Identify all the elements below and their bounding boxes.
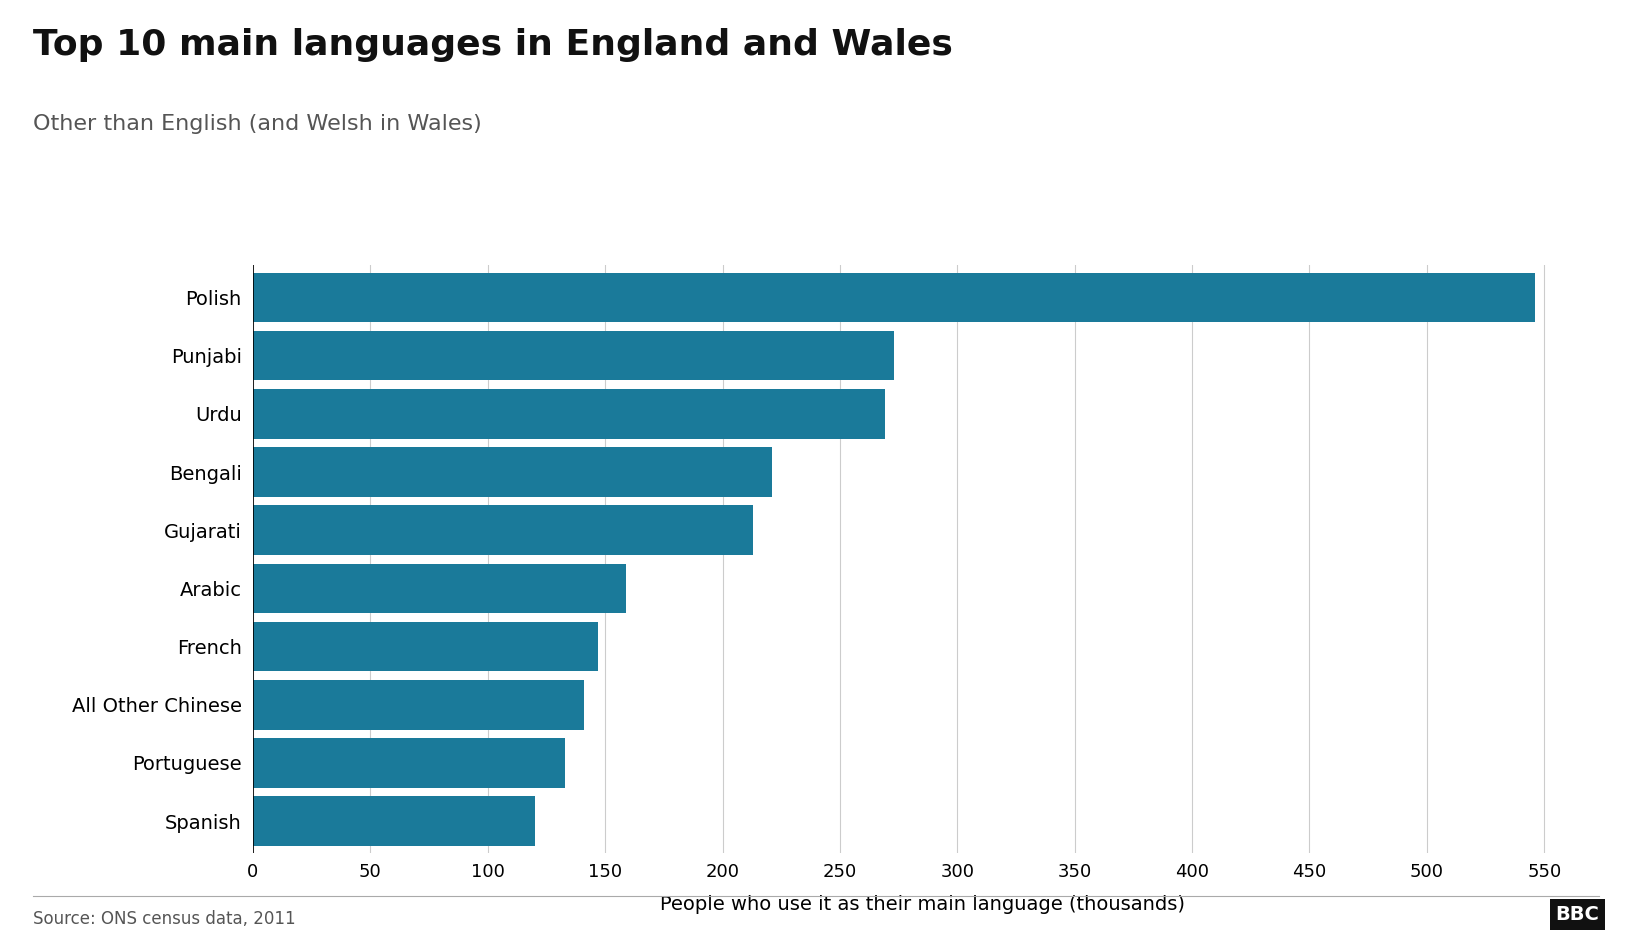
Text: Top 10 main languages in England and Wales: Top 10 main languages in England and Wal… bbox=[33, 28, 953, 63]
Bar bbox=[253, 564, 627, 613]
Bar bbox=[253, 505, 752, 555]
X-axis label: People who use it as their main language (thousands): People who use it as their main language… bbox=[659, 895, 1185, 914]
Text: Other than English (and Welsh in Wales): Other than English (and Welsh in Wales) bbox=[33, 114, 481, 134]
Bar bbox=[253, 331, 894, 380]
Bar bbox=[253, 447, 772, 497]
Bar bbox=[253, 273, 1534, 322]
Bar bbox=[253, 738, 565, 788]
Bar bbox=[253, 680, 584, 730]
Bar bbox=[253, 796, 535, 846]
Text: Source: ONS census data, 2011: Source: ONS census data, 2011 bbox=[33, 910, 295, 928]
Bar bbox=[253, 622, 597, 671]
Text: BBC: BBC bbox=[1555, 905, 1599, 924]
Bar bbox=[253, 389, 885, 439]
